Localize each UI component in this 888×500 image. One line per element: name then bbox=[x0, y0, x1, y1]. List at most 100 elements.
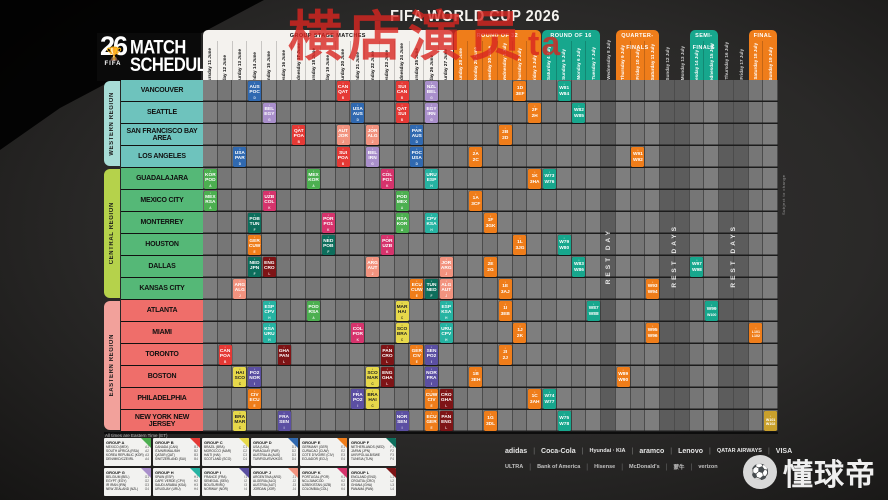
match-cell: • MAR HAI C bbox=[395, 300, 409, 321]
section-dates: Tuesday 14 July Wednesday 15 July bbox=[690, 41, 718, 86]
group-team-row: IR IRAN (IRN) G3 bbox=[106, 483, 149, 488]
match-cell: • RSA KOR A bbox=[395, 212, 409, 233]
match-cell: • KSA URU H bbox=[262, 322, 276, 343]
match-cell: • W82 W85 bbox=[572, 103, 586, 123]
group-color-corner bbox=[190, 438, 200, 448]
date-cell: Friday 10 July bbox=[629, 41, 645, 80]
match-cell: • MEX RSA A bbox=[203, 190, 217, 211]
sponsor-divider: | bbox=[665, 463, 668, 471]
group-card: GROUP L ENGLAND (ENG) L1 CROATIA (CRO) L2 GHA… bbox=[349, 468, 396, 496]
date-cell: Tuesday 30 June bbox=[482, 41, 497, 83]
match-cell: • GER CIV E bbox=[410, 344, 424, 365]
group-team-row: EGYPT (EGY) G2 bbox=[106, 478, 149, 483]
region-strip: WESTERN REGION bbox=[104, 81, 120, 166]
group-team-row: MOROCCO (MAR) C2 bbox=[204, 448, 247, 453]
match-cell: • USA AUS D bbox=[351, 102, 365, 123]
date-cell: Friday 26 June bbox=[423, 41, 438, 87]
city-row: TORONTO bbox=[121, 344, 203, 366]
match-cell: • 2B 2D bbox=[498, 125, 512, 145]
group-team-row: BOL/SUR/IRQ I3 bbox=[204, 483, 247, 488]
match-cell: • HAI SCO C bbox=[233, 366, 247, 387]
match-cell: • SUI CAN B bbox=[395, 80, 409, 101]
match-cell: • 1A 3CF bbox=[469, 191, 483, 211]
date-label: Thursday 2 July bbox=[516, 47, 522, 83]
sponsor-strip: adidas | Coca-Cola | Hyundai · KIA | aramco | Le… bbox=[505, 443, 805, 473]
date-label: Saturday 18 July bbox=[752, 43, 758, 80]
match-cell: • ECU CUW E bbox=[410, 278, 424, 299]
group-card: GROUP F NETHERLANDS (NED) F1 JAPAN (JPN) F2 U… bbox=[349, 438, 396, 466]
group-color-corner bbox=[386, 468, 396, 478]
date-label: Sunday 12 July bbox=[664, 46, 670, 80]
rest-day-date: Monday 13 July bbox=[675, 30, 690, 80]
date-cell: Friday 3 July bbox=[526, 41, 541, 83]
group-team-row: SAUDI ARABIA (KSA) H3 bbox=[155, 483, 198, 488]
date-cell: Thursday 2 July bbox=[511, 41, 527, 83]
date-cell: Thursday 9 July bbox=[616, 41, 630, 80]
sponsor-logo: adidas bbox=[505, 447, 528, 455]
match-cell: • TUN NED F bbox=[425, 278, 439, 299]
group-team-row: GHANA (GHA) L3 bbox=[351, 483, 394, 488]
match-cell: • KOR POD A bbox=[203, 168, 217, 189]
date-cell: Friday 12 June bbox=[216, 41, 232, 87]
date-label: Thursday 9 July bbox=[620, 45, 626, 80]
group-card-title: GROUP I bbox=[204, 469, 221, 475]
group-card-title: GROUP A bbox=[106, 439, 125, 445]
date-cell: Saturday 4 July bbox=[542, 41, 556, 80]
match-cell: • ESP CPV H bbox=[262, 300, 276, 321]
group-team-row: URUGUAY (URU) H4 bbox=[155, 487, 198, 492]
date-cell: Tuesday 7 July bbox=[585, 41, 600, 80]
group-color-corner bbox=[141, 468, 151, 478]
sponsor-divider: | bbox=[586, 463, 589, 471]
match-cell: • W87 W88 bbox=[587, 301, 601, 321]
match-cell: • ARG ALG J bbox=[233, 278, 247, 299]
fine-print-vertical: Subject to change bbox=[781, 174, 786, 215]
match-cell: • SCO MAR C bbox=[366, 366, 380, 387]
match-cell: • NED POB F bbox=[321, 234, 335, 255]
match-cell: • 1B 3EH bbox=[469, 367, 483, 387]
sponsor-logo: Hyundai · KIA bbox=[589, 448, 626, 454]
sponsor-divider: | bbox=[690, 463, 693, 471]
trophy-icon: 🏆 bbox=[106, 46, 122, 61]
group-team-row: USA (USA) D1 bbox=[253, 444, 296, 449]
rest-day-date: Sunday 12 July bbox=[660, 30, 675, 80]
match-cell: • W89 W90 bbox=[616, 367, 630, 387]
group-team-row: UZBEKISTAN (UZB) K3 bbox=[302, 483, 345, 488]
group-team-row: BRAZIL (BRA) C1 bbox=[204, 444, 247, 449]
group-team-row: CAPE VERDE (CPV) H2 bbox=[155, 478, 198, 483]
group-color-corner bbox=[141, 438, 151, 448]
city-column: VANCOUVER SEATTLE SAN FRANCISCO BAY AREA LO… bbox=[121, 80, 203, 432]
match-cell: • BRA MAR C bbox=[233, 410, 247, 431]
group-team-row: COLOMBIA (COL) K4 bbox=[302, 487, 345, 492]
match-cell: • L101 L102 bbox=[749, 323, 763, 343]
group-card: GROUP B CANADA (CAN) B1 ITA/NIR/WAL/BIH B2 QA… bbox=[153, 438, 200, 466]
group-card: GROUP C BRAZIL (BRA) C1 MOROCCO (MAR) C2 HAIT… bbox=[202, 438, 249, 466]
match-cell: • PAN ENG L bbox=[439, 410, 453, 431]
section-title: ROUND OF 16 bbox=[550, 33, 592, 39]
section-title: QUARTER-FINALS bbox=[621, 33, 654, 51]
match-cell: • 2A 2C bbox=[469, 147, 483, 167]
date-label: Wednesday 1 July bbox=[502, 43, 508, 83]
group-card: GROUP G BELGIUM (BEL) G1 EGYPT (EGY) G2 IR IR… bbox=[104, 468, 151, 496]
fifa26-emblem: 26 🏆 FIFA bbox=[100, 31, 128, 68]
match-cell: • 1D 3EF bbox=[513, 81, 527, 101]
group-team-row: PANAMA (PAN) L4 bbox=[351, 487, 394, 492]
date-cell: Monday 22 June bbox=[364, 41, 379, 87]
date-label: Monday 29 June bbox=[472, 47, 478, 83]
sponsor-row-2: ULTRA | Bank of America | Hisense | McDonald's… bbox=[505, 461, 805, 473]
group-team-row: DEN/MKD/CZE/IRL A4 bbox=[106, 457, 149, 462]
sponsor-logo: Bank of America bbox=[537, 464, 581, 470]
section-header-r32: ROUND OF 32 Sunday 28 June Monday 29 June T… bbox=[453, 30, 542, 83]
match-cell: • SUI POA B bbox=[336, 146, 350, 167]
dongqiudi-wordmark: 懂球帝 bbox=[783, 459, 876, 492]
group-card-title: GROUP D bbox=[253, 439, 272, 445]
group-team-row: COTE D'IVOIRE (CIV) E3 bbox=[302, 453, 345, 458]
match-cell: • FRA PO2 I bbox=[351, 388, 365, 409]
city-row: KANSAS CITY bbox=[121, 278, 203, 300]
group-card-title: GROUP L bbox=[351, 469, 370, 475]
match-cell: • W95 W96 bbox=[646, 323, 660, 343]
match-cell: • 1G 3DL bbox=[484, 411, 497, 431]
match-cell: • W74 W77 bbox=[542, 389, 556, 409]
group-team-row: GERMANY (GER) E1 bbox=[302, 444, 345, 449]
sponsor-logo: ULTRA bbox=[505, 464, 524, 470]
timezone-note: All times are Eastern Time (ET) bbox=[105, 433, 168, 438]
